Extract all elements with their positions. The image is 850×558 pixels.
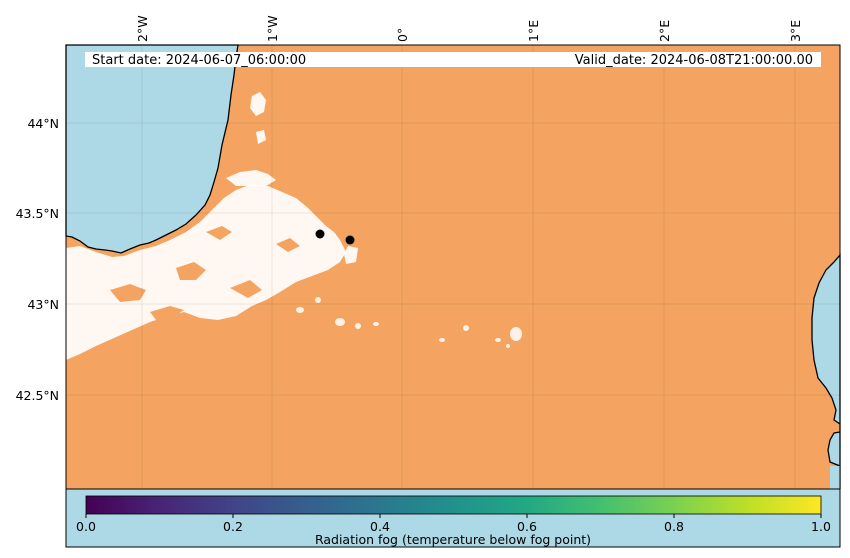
lon-tick-label: 2°E [657, 20, 672, 42]
fog-upper-streak [226, 170, 276, 186]
station-marker-1 [315, 229, 325, 239]
lon-tick-label: 2°W [135, 15, 150, 42]
fog-east-patch [344, 246, 358, 264]
lon-tick-label: 1°W [265, 15, 280, 42]
fog-speck [463, 325, 469, 331]
fog-speck [373, 322, 379, 326]
lon-tick-label: 1°E [526, 20, 541, 42]
lat-tick-label: 44°N [27, 116, 59, 131]
colorbar-gradient [85, 495, 822, 515]
lon-tick-label: 3°E [788, 20, 803, 42]
fog-speck [506, 344, 510, 348]
fog-speck [439, 338, 445, 342]
fog-main-band [66, 184, 346, 360]
fog-speck [355, 323, 361, 329]
gridlines [66, 45, 840, 489]
fog-patches [66, 92, 358, 360]
map-panel: Start date: 2024-06-07_06:00:00 Valid_da… [65, 44, 841, 490]
fog-gap-1 [110, 284, 146, 302]
header-strip [85, 52, 821, 67]
lat-tick-label: 42.5°N [16, 388, 59, 403]
fog-gap-6 [276, 238, 300, 252]
fog-gap-4 [230, 280, 262, 298]
sea-mediterranean-south [830, 466, 840, 489]
latitude-ticks: 44°N 43.5°N 43°N 42.5°N [16, 116, 59, 403]
fog-gaps [110, 226, 300, 320]
colorbar-label: Radiation fog (temperature below fog poi… [315, 532, 591, 547]
colorbar-ticks [85, 514, 822, 518]
fog-gap-5 [206, 226, 232, 240]
colorbar-tick-label: 0.6 [517, 519, 537, 534]
fog-north-patch-2 [256, 130, 266, 144]
sea-bay-of-biscay [65, 44, 239, 254]
colorbar-tick-label: 0.4 [370, 519, 390, 534]
fog-speck [510, 327, 522, 341]
colorbar-tick-label: 0.8 [664, 519, 684, 534]
lat-tick-label: 43.5°N [16, 206, 59, 221]
colorbar-tick-label: 1.0 [811, 519, 831, 534]
longitude-ticks: 2°W 1°W 0° 1°E 2°E 3°E [135, 15, 803, 42]
lat-tick-label: 43°N [27, 297, 59, 312]
fog-specks [296, 297, 522, 348]
fog-speck [296, 307, 304, 313]
colorbar-panel: 0.0 0.2 0.4 0.6 0.8 1.0 Radiation fog (t… [65, 488, 841, 548]
station-marker-2 [345, 235, 355, 245]
valid-date-label: Valid_date: 2024-06-08T21:00:00.00 [575, 53, 813, 68]
fog-north-patch [250, 92, 266, 116]
start-date-label: Start date: 2024-06-07_06:00:00 [92, 53, 306, 68]
colorbar-tick-label: 0.2 [223, 519, 243, 534]
colorbar-tick-label: 0.0 [76, 519, 96, 534]
fog-speck [335, 318, 345, 326]
sea-mediterranean [811, 253, 841, 489]
lon-tick-label: 0° [395, 28, 410, 42]
fog-gap-2 [176, 262, 206, 280]
fog-speck [495, 338, 501, 342]
fog-speck [315, 297, 321, 303]
fog-gap-3 [150, 306, 184, 320]
